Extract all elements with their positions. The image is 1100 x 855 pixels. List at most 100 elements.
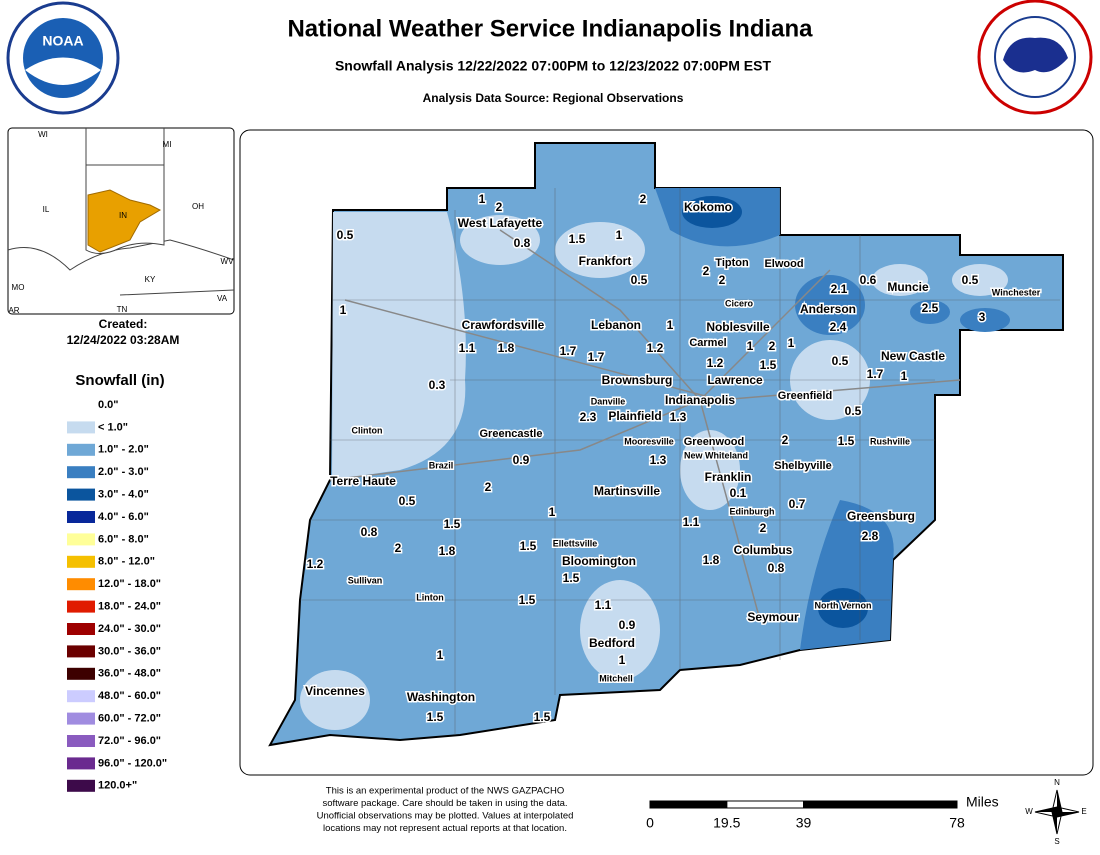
snowfall-value: 1.5 <box>569 232 586 246</box>
scale-segment <box>649 800 728 809</box>
city-label: New Castle <box>881 349 945 363</box>
snowfall-value: 1.5 <box>519 593 536 607</box>
scale-unit: Miles <box>966 794 999 810</box>
snowfall-value: 1 <box>667 318 674 332</box>
city-label: Vincennes <box>305 684 365 698</box>
snowfall-value: 2.1 <box>831 282 848 296</box>
snowfall-value: 3 <box>979 310 986 324</box>
city-label: Greenwood <box>684 436 745 448</box>
snowfall-value: 0.5 <box>832 354 849 368</box>
snowfall-value: 0.5 <box>845 404 862 418</box>
legend-label: 1.0" - 2.0" <box>98 444 149 456</box>
disclaimer: This is an experimental product of the N… <box>317 786 574 835</box>
town-label: Winchester <box>992 287 1041 297</box>
legend-swatch <box>67 667 95 680</box>
snowfall-value: 2 <box>719 273 726 287</box>
city-label: Shelbyville <box>774 460 831 472</box>
snowfall-value: 1.3 <box>650 453 667 467</box>
compass-letter: W <box>1025 807 1033 816</box>
snowfall-value: 0.9 <box>513 453 530 467</box>
snowfall-value: 0.5 <box>399 494 416 508</box>
legend-label: 18.0" - 24.0" <box>98 601 161 613</box>
city-label: Noblesville <box>706 320 770 334</box>
legend-swatch <box>67 555 95 568</box>
legend-swatch <box>67 645 95 658</box>
legend-title: Snowfall (in) <box>75 372 164 389</box>
snowfall-value: 0.9 <box>619 618 636 632</box>
city-label: Crawfordsville <box>462 318 545 332</box>
city-label: Tipton <box>715 257 749 269</box>
snowfall-value: 1 <box>901 369 908 383</box>
disclaimer-line: Unofficial observations may be plotted. … <box>317 811 574 822</box>
city-label: Greencastle <box>480 428 543 440</box>
scale-label: 19.5 <box>713 815 740 831</box>
created-date: 12/24/2022 03:28AM <box>67 333 180 347</box>
city-label: Washington <box>407 690 475 704</box>
compass <box>1034 789 1080 835</box>
legend-swatch <box>67 578 95 591</box>
disclaimer-line: This is an experimental product of the N… <box>326 786 564 797</box>
town-label: Sullivan <box>348 575 383 585</box>
legend-label: 24.0" - 30.0" <box>98 623 161 635</box>
legend-label: 48.0" - 60.0" <box>98 690 161 702</box>
city-label: Greenfield <box>778 390 832 402</box>
snowfall-value: 2.8 <box>862 529 879 543</box>
town-label: Brazil <box>429 460 454 470</box>
snowfall-value: 1.2 <box>307 557 324 571</box>
state-label: OH <box>192 202 204 211</box>
inset-map <box>7 127 235 315</box>
scale-label: 39 <box>796 815 812 831</box>
title: National Weather Service Indianapolis In… <box>287 15 813 42</box>
town-label: North Vernon <box>814 600 871 610</box>
legend-label: 2.0" - 3.0" <box>98 466 149 478</box>
snowfall-value: 0.8 <box>514 236 531 250</box>
legend-swatch <box>67 623 95 635</box>
snowfall-value: 0.8 <box>768 561 785 575</box>
scale-segment <box>726 800 804 809</box>
legend-label: 72.0" - 96.0" <box>98 735 161 747</box>
city-label: Terre Haute <box>330 474 396 488</box>
nws-logo <box>977 0 1093 115</box>
state-label: VA <box>217 294 228 303</box>
legend-label: 12.0" - 18.0" <box>98 578 161 590</box>
snowfall-value: 1 <box>619 653 626 667</box>
town-label: Ellettsville <box>553 538 598 548</box>
city-label: West Lafayette <box>458 216 543 230</box>
noaa-text: NOAA <box>42 33 83 49</box>
legend-swatch <box>67 533 95 546</box>
legend-swatch <box>67 712 95 725</box>
snowfall-value: 1.3 <box>670 410 687 424</box>
snowfall-value: 1.8 <box>703 553 720 567</box>
scale-segment <box>803 800 958 809</box>
state-label: WI <box>38 130 48 139</box>
state-label: MO <box>12 283 25 292</box>
state-label: AR <box>8 306 19 315</box>
snowfall-value: 1.7 <box>588 350 605 364</box>
city-label: Brownsburg <box>602 373 673 387</box>
legend-label: 120.0+" <box>98 780 137 792</box>
legend-label: 0.0" <box>98 399 119 411</box>
legend: Snowfall (in) 0.0" < 1.0" 1.0" - 2.0" 2.0" … <box>67 372 167 792</box>
city-label: Greensburg <box>847 509 915 523</box>
snowfall-value: 2.4 <box>830 320 847 334</box>
snowfall-value: 1 <box>788 336 795 350</box>
snowfall-value: 1.8 <box>439 544 456 558</box>
city-label: Muncie <box>887 280 929 294</box>
created-label: Created: <box>99 317 148 331</box>
legend-swatch <box>67 690 95 703</box>
snowfall-value: 2 <box>769 339 776 353</box>
city-label: Bedford <box>589 636 635 650</box>
legend-swatch <box>67 421 95 434</box>
snowfall-value: 0.7 <box>789 497 806 511</box>
snowfall-value: 1.5 <box>563 571 580 585</box>
town-label: Cicero <box>725 298 754 308</box>
scale-bar: Miles 0 19.5 39 78 <box>646 794 999 831</box>
city-label: Columbus <box>734 543 793 557</box>
snowfall-value: 1 <box>340 303 347 317</box>
compass-letter: E <box>1081 807 1086 816</box>
legend-label: 30.0" - 36.0" <box>98 645 161 657</box>
scale-label: 0 <box>646 815 654 831</box>
state-label: MI <box>163 140 172 149</box>
snowfall-value: 0.5 <box>337 228 354 242</box>
